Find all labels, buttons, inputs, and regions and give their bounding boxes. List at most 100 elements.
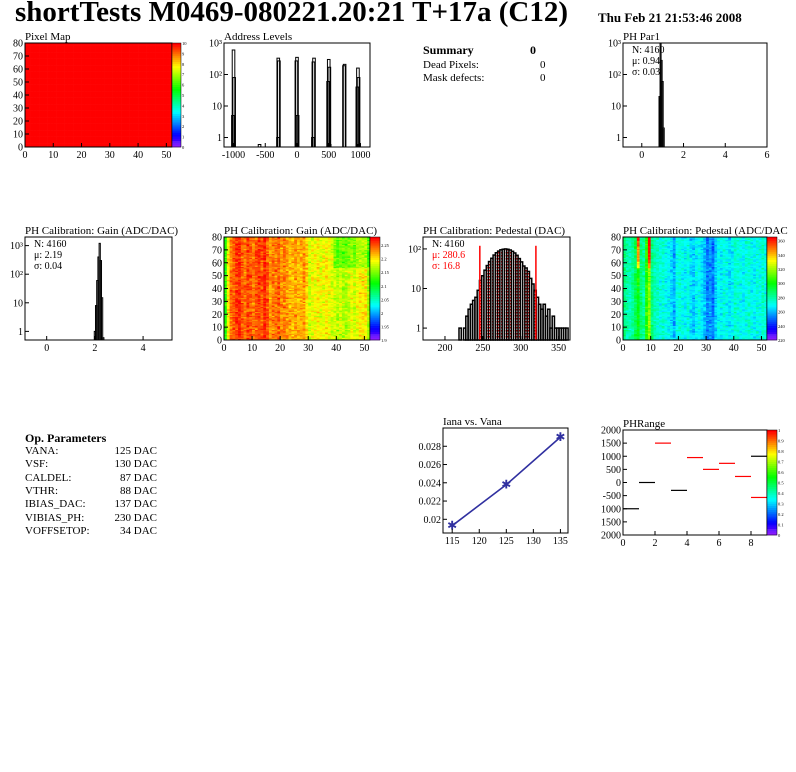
heatmap-cell xyxy=(67,69,71,71)
heatmap-cell xyxy=(61,135,65,137)
heatmap-cell xyxy=(27,53,31,55)
heatmap-cell xyxy=(140,126,145,128)
stat-entries: N: 4160 xyxy=(632,45,665,56)
heatmap-cell xyxy=(25,61,29,63)
heatmap-cell xyxy=(106,87,111,89)
heatmap-cell xyxy=(33,100,37,102)
heatmap-cell xyxy=(132,140,136,143)
heatmap-cell xyxy=(36,95,40,97)
heatmap-cell xyxy=(41,106,46,109)
heatmap-cell xyxy=(90,134,94,136)
heatmap-cell xyxy=(53,52,57,54)
heatmap-cell xyxy=(146,96,150,98)
heatmap-cell xyxy=(157,85,161,88)
heatmap-cell xyxy=(78,144,82,146)
heatmap-cell xyxy=(140,50,145,53)
heatmap-cell xyxy=(143,76,147,79)
heatmap-cell xyxy=(132,61,136,63)
heatmap-cell xyxy=(115,143,119,145)
heatmap-cell xyxy=(135,70,139,72)
heatmap-cell xyxy=(160,74,164,76)
heatmap-cell xyxy=(33,136,37,139)
heatmap-cell xyxy=(87,117,91,119)
heatmap-cell xyxy=(123,75,128,78)
heatmap-cell xyxy=(58,132,63,135)
heatmap-cell xyxy=(135,132,139,135)
heatmap-cell xyxy=(73,56,77,58)
heatmap-cell xyxy=(81,58,85,61)
heatmap-cell xyxy=(67,122,71,124)
heatmap-cell xyxy=(53,43,57,45)
heatmap-cell xyxy=(121,72,125,75)
heatmap-cell xyxy=(121,115,125,118)
heatmap-cell xyxy=(30,119,34,122)
heatmap-cell xyxy=(140,105,145,107)
heatmap-cell xyxy=(160,54,164,57)
heatmap-cell xyxy=(146,95,150,97)
heatmap-cell xyxy=(70,121,74,123)
heatmap-cell xyxy=(129,72,133,75)
heatmap-cell xyxy=(152,53,156,55)
heatmap-cell xyxy=(56,114,60,117)
heatmap-cell xyxy=(115,85,119,88)
heatmap-cell xyxy=(61,131,65,133)
heatmap-cell xyxy=(157,105,161,107)
heatmap-cell xyxy=(25,141,29,144)
heatmap-cell xyxy=(56,59,60,62)
heatmap-cell xyxy=(138,74,142,76)
heatmap-cell xyxy=(160,67,164,70)
heatmap-cell xyxy=(146,141,150,144)
heatmap-cell xyxy=(73,52,77,54)
heatmap-cell xyxy=(44,115,48,118)
heatmap-cell xyxy=(33,82,37,84)
heatmap-cell xyxy=(155,141,159,144)
heatmap-cell xyxy=(104,66,108,68)
heatmap-cell xyxy=(121,66,125,68)
heatmap-cell xyxy=(36,144,40,146)
heatmap-cell xyxy=(84,111,88,114)
heatmap-cell xyxy=(33,61,37,63)
heatmap-cell xyxy=(90,121,94,123)
heatmap-cell xyxy=(149,98,153,101)
heatmap-cell xyxy=(126,52,130,54)
heatmap-cell xyxy=(39,44,43,46)
heatmap-cell xyxy=(157,131,161,133)
heatmap-cell xyxy=(98,118,102,120)
heatmap-cell xyxy=(64,45,68,48)
heatmap-cell xyxy=(95,118,99,120)
heatmap-cell xyxy=(73,98,77,101)
heatmap-cell xyxy=(98,102,102,105)
heatmap-cell xyxy=(115,127,119,130)
heatmap-cell xyxy=(169,96,173,98)
palette-step xyxy=(172,117,181,121)
heatmap-cell xyxy=(104,46,108,49)
heatmap-cell xyxy=(92,95,96,97)
heatmap-cell xyxy=(67,74,71,76)
heatmap-cell xyxy=(27,113,31,115)
heatmap-cell xyxy=(152,67,156,70)
heatmap-cell xyxy=(143,130,147,132)
heatmap-cell xyxy=(25,56,29,58)
heatmap-cell xyxy=(90,110,94,113)
heatmap-cell xyxy=(56,84,60,87)
heatmap-cell xyxy=(98,127,102,130)
heatmap-cell xyxy=(41,139,46,141)
heatmap-cell xyxy=(152,105,156,107)
heatmap-cell xyxy=(90,111,94,114)
heatmap-cell xyxy=(149,109,153,111)
heatmap-cell xyxy=(152,66,156,68)
heatmap-cell xyxy=(104,76,108,79)
heatmap-cell xyxy=(169,102,173,105)
heatmap-cell xyxy=(121,88,125,91)
heatmap-cell xyxy=(33,63,37,66)
heatmap-cell xyxy=(56,95,60,97)
heatmap-cell xyxy=(109,117,113,119)
heatmap-cell xyxy=(58,111,63,114)
heatmap-cell xyxy=(92,59,96,62)
heatmap-cell xyxy=(98,92,102,94)
heatmap-cell xyxy=(36,70,40,72)
heatmap-cell xyxy=(101,132,105,135)
heatmap-cell xyxy=(58,43,63,45)
heatmap-cell xyxy=(58,100,63,102)
heatmap-cell xyxy=(149,141,153,144)
